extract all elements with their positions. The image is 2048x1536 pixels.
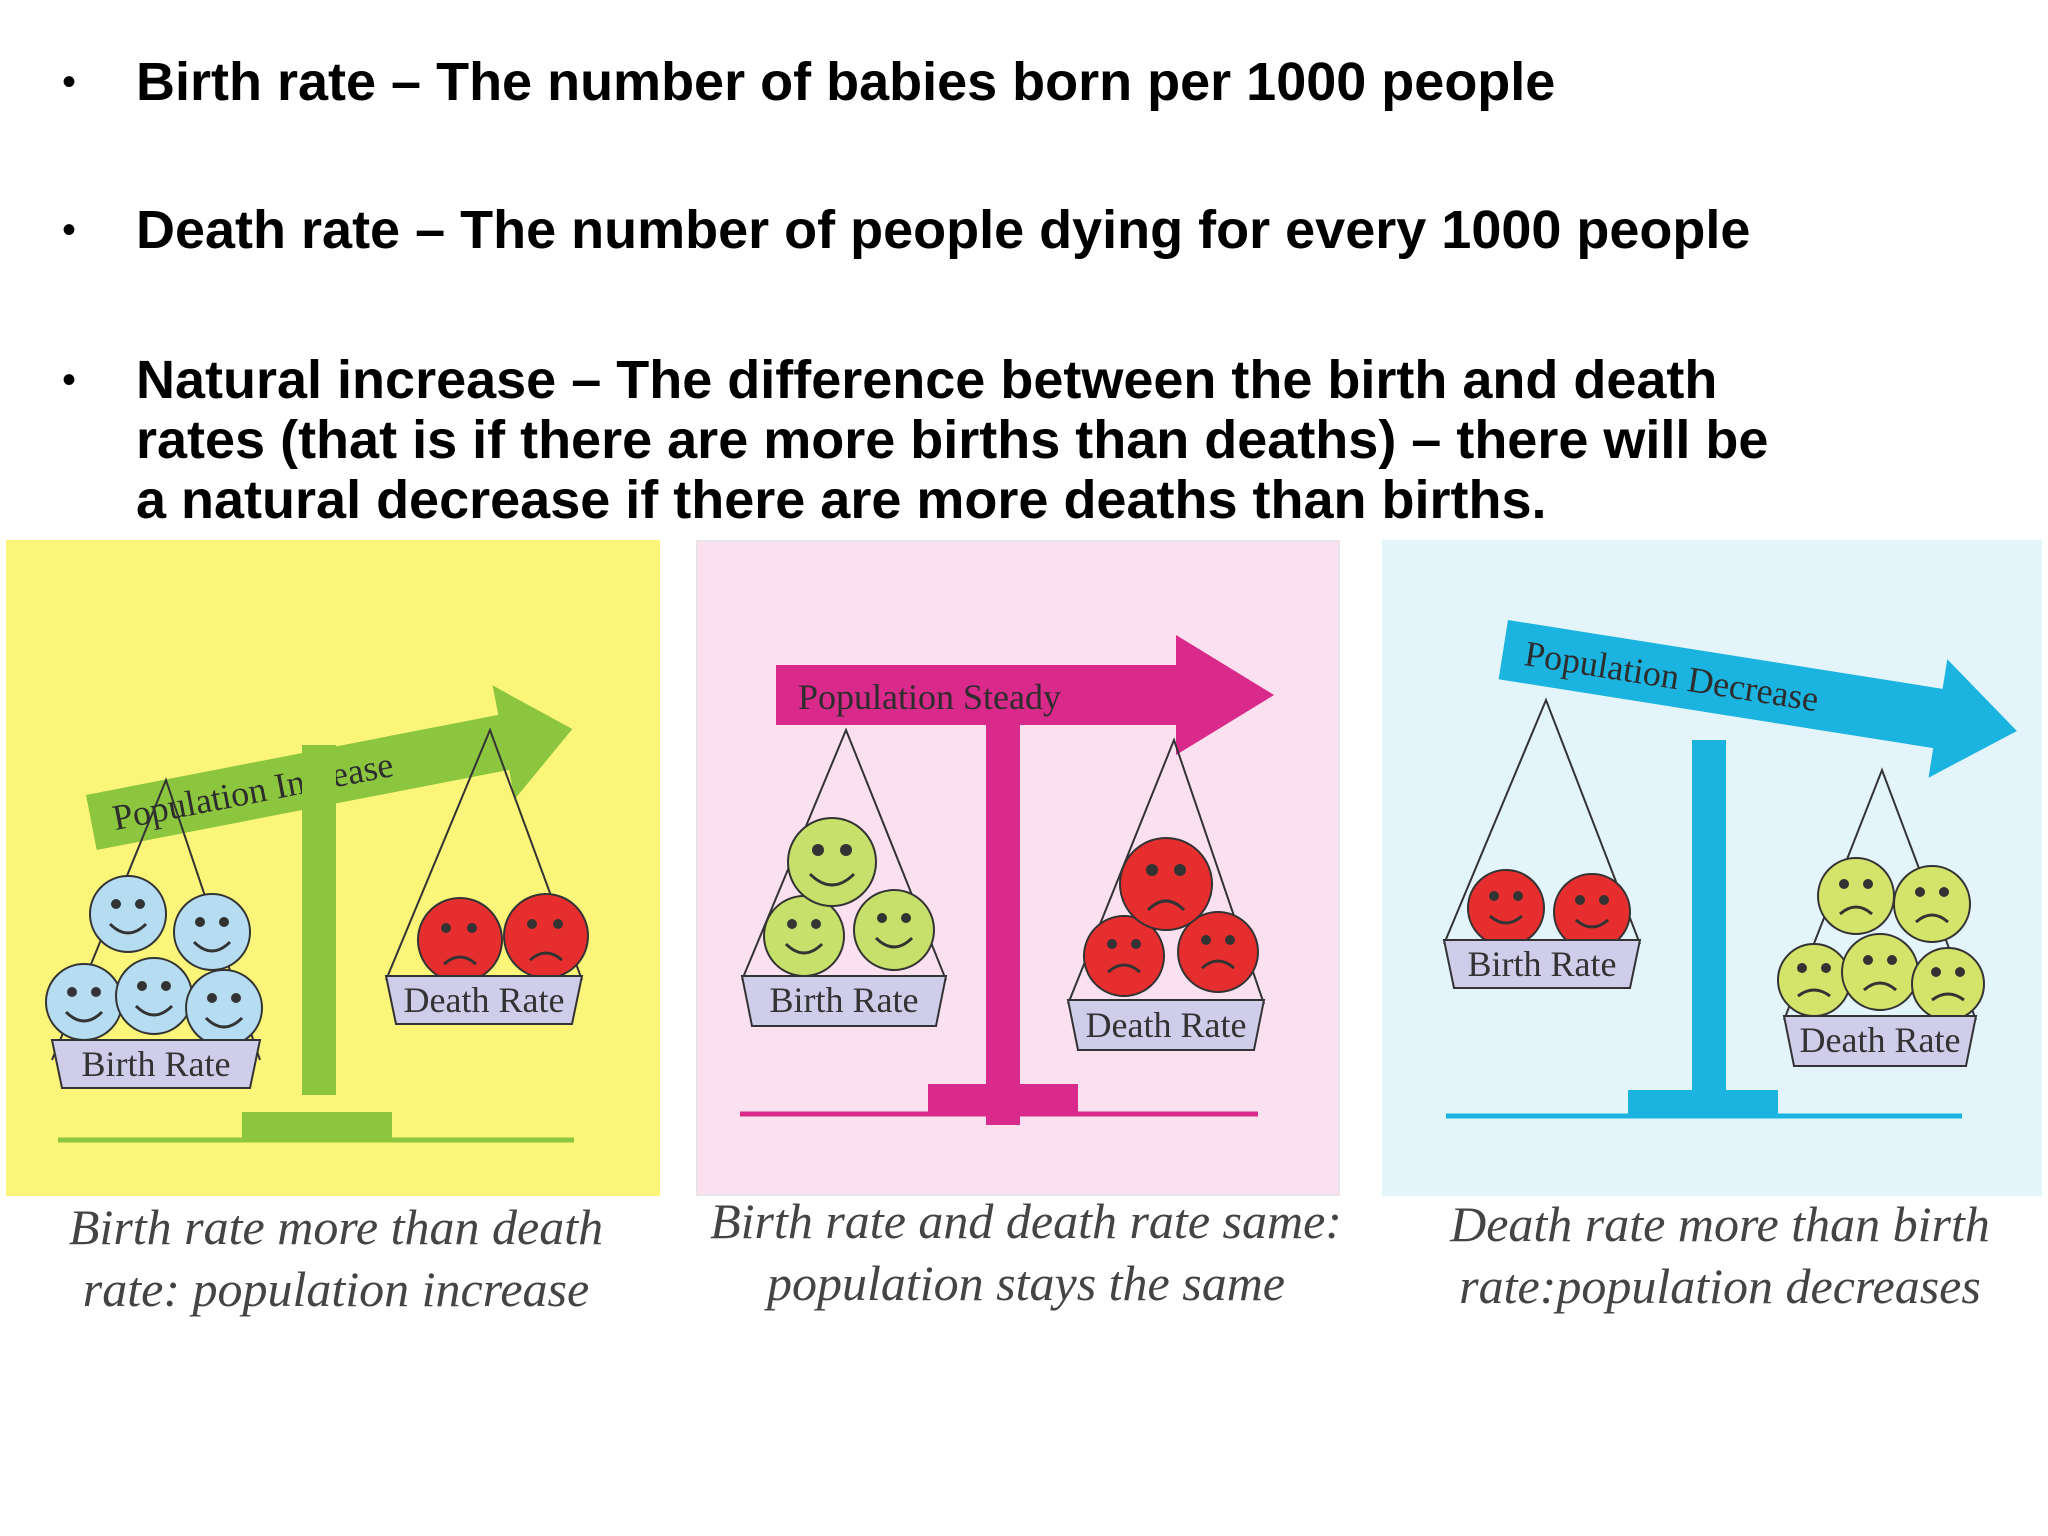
definition-line: rates (that is if there are more births … xyxy=(136,410,1769,470)
caption-line: Birth rate more than death xyxy=(68,1199,604,1255)
death-rate-label: Death Rate xyxy=(404,980,565,1020)
panel-population-steady: Population Steady Birth Rate Death Rate xyxy=(696,540,1340,1196)
bullet-marker: • xyxy=(62,358,77,402)
caption-line: population stays the same xyxy=(766,1255,1286,1311)
panel-population-increase: Population Increase xyxy=(6,540,660,1196)
scale-base xyxy=(242,1112,392,1140)
scale-illustration-decrease: Population Decrease Birth Rate Death Rat… xyxy=(1382,540,2042,1196)
arrow-icon xyxy=(776,635,1274,755)
definition-line: Natural increase – The difference betwee… xyxy=(136,350,1718,410)
definition-text: Death rate – The number of people dying … xyxy=(136,200,1751,260)
birth-rate-label: Birth Rate xyxy=(1468,944,1617,984)
birth-faces xyxy=(763,817,935,977)
caption-increase: Birth rate more than death rate: populat… xyxy=(16,1196,656,1320)
definition-line: a natural decrease if there are more dea… xyxy=(136,470,1547,530)
birth-face-features xyxy=(67,899,241,1003)
caption-decrease: Death rate more than birth rate:populati… xyxy=(1400,1193,2040,1317)
death-rate-pan xyxy=(1782,1015,1978,1067)
scale-illustration-increase: Population Increase xyxy=(6,540,660,1196)
birth-faces xyxy=(1467,869,1631,951)
caption-steady: Birth rate and death rate same: populati… xyxy=(676,1190,1376,1314)
bullet-marker: • xyxy=(62,60,77,104)
death-rate-pan xyxy=(1066,999,1266,1051)
bullet-marker: • xyxy=(62,208,77,252)
caption-line: Death rate more than birth xyxy=(1450,1196,1990,1252)
death-rate-label: Death Rate xyxy=(1800,1020,1961,1060)
death-rate-label: Death Rate xyxy=(1086,1005,1247,1045)
definition-text: Birth rate – The number of babies born p… xyxy=(136,52,1556,112)
definition-text: Natural increase – The difference betwee… xyxy=(136,350,1896,530)
scale-base xyxy=(928,1084,1078,1114)
panel-population-decrease: Population Decrease Birth Rate Death Rat… xyxy=(1382,540,2042,1196)
death-rate-pan xyxy=(384,975,584,1025)
birth-rate-pan xyxy=(740,975,948,1027)
caption-line: Birth rate and death rate same: xyxy=(710,1193,1342,1249)
scale-pole xyxy=(986,725,1020,1125)
birth-rate-pan xyxy=(50,1039,262,1089)
scale-base xyxy=(1628,1090,1778,1116)
caption-line: rate: population increase xyxy=(82,1261,590,1317)
scale-pole xyxy=(302,745,336,1095)
arrow-icon xyxy=(1498,620,2017,778)
caption-line: rate:population decreases xyxy=(1459,1258,1981,1314)
arrow-label: Population Steady xyxy=(798,677,1061,717)
birth-rate-label: Birth Rate xyxy=(82,1044,231,1084)
birth-rate-label: Birth Rate xyxy=(770,980,919,1020)
scale-pole xyxy=(1692,740,1726,1090)
birth-rate-pan xyxy=(1442,939,1642,989)
birth-faces xyxy=(45,875,263,1047)
death-faces xyxy=(1083,837,1259,997)
scale-illustration-steady: Population Steady Birth Rate Death Rate xyxy=(696,540,1340,1196)
death-faces xyxy=(1777,857,1985,1021)
